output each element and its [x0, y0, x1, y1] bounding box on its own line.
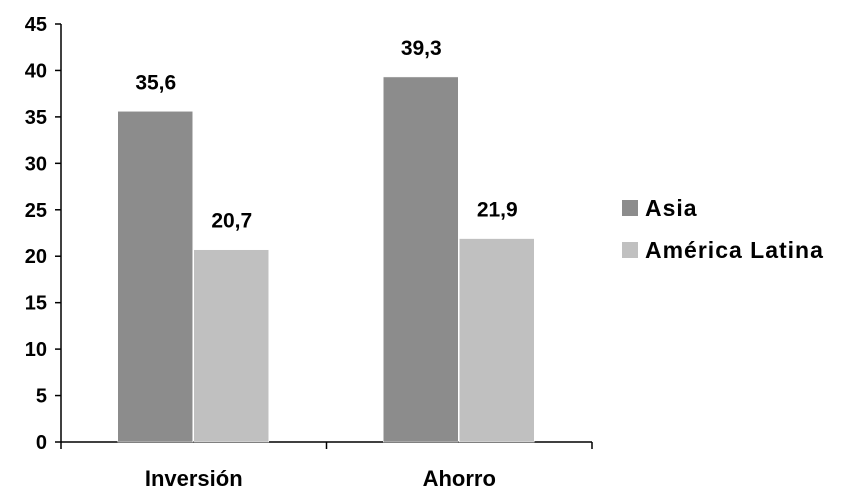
- legend: Asia América Latina: [622, 195, 824, 263]
- x-tick-label: Inversión: [145, 466, 243, 491]
- legend-swatch: [622, 200, 638, 216]
- legend-swatch: [622, 242, 638, 258]
- bar: [459, 238, 535, 443]
- y-tick-label: 20: [25, 246, 47, 268]
- bar: [193, 249, 269, 443]
- y-tick-label: 45: [25, 14, 47, 36]
- y-tick-label: 30: [25, 153, 47, 175]
- y-tick-label: 40: [25, 60, 47, 82]
- data-label: 35,6: [135, 71, 176, 94]
- y-tick-label: 10: [25, 339, 47, 361]
- y-tick-label: 25: [25, 200, 47, 222]
- legend-label: Asia: [645, 195, 698, 221]
- y-tick-label: 15: [25, 293, 47, 315]
- data-label: 20,7: [211, 210, 252, 233]
- plot-area: 0 5 10 15 20 25 30 35 40 45 35,6 20,7 Inversión 39,3 2…: [25, 14, 593, 491]
- bar: [117, 111, 193, 443]
- data-label: 39,3: [401, 37, 442, 60]
- x-tick-label: Ahorro: [423, 466, 496, 491]
- y-tick-label: 35: [25, 107, 47, 129]
- y-tick-label: 5: [36, 386, 47, 408]
- y-tick-label: 0: [36, 432, 47, 454]
- data-label: 21,9: [477, 199, 518, 222]
- legend-label: América Latina: [645, 237, 824, 263]
- bar: [383, 76, 459, 443]
